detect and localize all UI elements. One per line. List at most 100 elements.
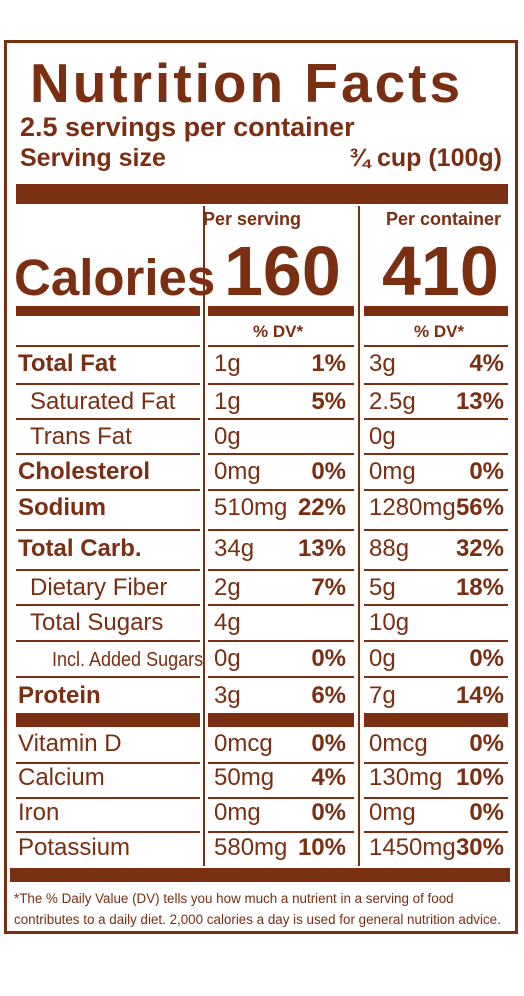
column-divider-right bbox=[358, 206, 360, 866]
row-divider bbox=[16, 604, 200, 606]
nutrient-name: Dietary Fiber bbox=[30, 574, 168, 601]
dv-header-serving: % DV* bbox=[253, 322, 304, 341]
serving-amount: 510mg bbox=[214, 494, 288, 521]
container-amount: 2.5g bbox=[369, 388, 416, 415]
serving-amount: 0mg bbox=[214, 799, 261, 826]
row-divider bbox=[16, 762, 200, 764]
row-divider bbox=[208, 797, 354, 799]
calories-divider-serving bbox=[208, 306, 354, 316]
container-amount: 3g bbox=[369, 350, 396, 377]
row-divider bbox=[208, 383, 354, 385]
row-divider bbox=[364, 418, 508, 420]
serving-amount: 0g bbox=[214, 645, 241, 672]
serving-amount: 0mcg bbox=[214, 730, 273, 757]
container-amount: 0mg bbox=[369, 458, 416, 485]
calories-divider-label bbox=[16, 306, 200, 316]
row-divider bbox=[16, 529, 200, 531]
serving-dv: 1% bbox=[311, 350, 346, 377]
calories-divider-container bbox=[364, 306, 508, 316]
nutrient-name: Sodium bbox=[18, 494, 106, 521]
serving-amount: 1g bbox=[214, 388, 241, 415]
container-amount: 0g bbox=[369, 423, 396, 450]
serving-amount: 3g bbox=[214, 682, 241, 709]
row-divider bbox=[208, 489, 354, 491]
row-divider bbox=[208, 529, 354, 531]
serving-amount: 4g bbox=[214, 609, 241, 636]
row-divider bbox=[16, 489, 200, 491]
row-divider bbox=[364, 489, 508, 491]
row-divider bbox=[364, 345, 508, 347]
serving-size-label: Serving size bbox=[20, 144, 166, 172]
container-dv: 0% bbox=[469, 730, 504, 757]
row-divider bbox=[16, 640, 200, 642]
row-divider bbox=[364, 383, 508, 385]
row-divider bbox=[364, 453, 508, 455]
row-divider bbox=[208, 418, 354, 420]
row-divider bbox=[16, 831, 200, 833]
serving-dv: 10% bbox=[297, 834, 346, 861]
row-divider bbox=[364, 797, 508, 799]
row-divider bbox=[208, 345, 354, 347]
serving-dv: 0% bbox=[311, 799, 346, 826]
nutrient-name: Cholesterol bbox=[18, 458, 151, 485]
row-divider bbox=[364, 569, 508, 571]
column-divider-left bbox=[203, 206, 205, 866]
servings-per-container: 2.5 servings per container bbox=[20, 112, 355, 142]
calories-label: Calories bbox=[14, 249, 216, 306]
row-divider bbox=[208, 640, 354, 642]
container-dv: 32% bbox=[455, 535, 504, 562]
serving-dv: 4% bbox=[311, 764, 346, 791]
row-divider bbox=[16, 383, 200, 385]
serving-amount: 1g bbox=[214, 350, 241, 377]
thick-divider-bottom bbox=[10, 868, 510, 882]
nutrient-name: Iron bbox=[18, 799, 60, 826]
row-divider bbox=[208, 453, 354, 455]
calories-per-container: 410 bbox=[382, 232, 499, 310]
vitamin-divider-container bbox=[364, 713, 508, 727]
nutrient-name: Total Sugars bbox=[30, 609, 164, 636]
row-divider bbox=[208, 569, 354, 571]
container-dv: 0% bbox=[469, 458, 504, 485]
serving-size-value: ¾ cup (100g) bbox=[349, 144, 502, 172]
serving-amount: 580mg bbox=[214, 834, 288, 861]
dv-header-container: % DV* bbox=[414, 322, 465, 341]
container-dv: 13% bbox=[455, 388, 504, 415]
nutrient-name: Vitamin D bbox=[18, 730, 122, 757]
serving-amount: 0mg bbox=[214, 458, 261, 485]
row-divider bbox=[364, 676, 508, 678]
container-dv: 0% bbox=[469, 645, 504, 672]
serving-dv: 6% bbox=[311, 682, 346, 709]
serving-amount: 2g bbox=[214, 574, 241, 601]
row-divider bbox=[16, 453, 200, 455]
container-amount: 0mg bbox=[369, 799, 416, 826]
row-divider bbox=[16, 418, 200, 420]
nutrient-name: Calcium bbox=[18, 764, 105, 791]
label-title: Nutrition Facts bbox=[30, 52, 464, 114]
nutrient-name: Trans Fat bbox=[30, 423, 132, 450]
container-amount: 1280mg bbox=[369, 494, 456, 521]
serving-amount: 0g bbox=[214, 423, 241, 450]
nutrient-name: Potassium bbox=[18, 834, 131, 861]
container-amount: 0g bbox=[369, 645, 396, 672]
container-dv: 4% bbox=[469, 350, 504, 377]
serving-dv: 13% bbox=[297, 535, 346, 562]
container-amount: 0mcg bbox=[369, 730, 428, 757]
container-amount: 88g bbox=[369, 535, 410, 562]
serving-dv: 0% bbox=[311, 458, 346, 485]
nutrient-name: Protein bbox=[18, 682, 101, 709]
serving-amount: 50mg bbox=[214, 764, 275, 791]
container-amount: 130mg bbox=[369, 764, 443, 791]
serving-dv: 22% bbox=[297, 494, 346, 521]
per-serving-header: Per serving bbox=[203, 209, 302, 229]
row-divider bbox=[208, 762, 354, 764]
container-dv: 56% bbox=[455, 494, 504, 521]
serving-dv: 7% bbox=[311, 574, 346, 601]
container-amount: 10g bbox=[369, 609, 410, 636]
container-dv: 30% bbox=[455, 834, 504, 861]
vitamin-divider-serving bbox=[208, 713, 354, 727]
nutrient-name: Total Carb. bbox=[18, 535, 142, 562]
footnote: *The % Daily Value (DV) tells you how mu… bbox=[14, 891, 501, 927]
nutrition-facts-panel bbox=[4, 40, 518, 934]
nutrient-name: Incl. Added Sugars bbox=[52, 649, 204, 671]
row-divider bbox=[364, 604, 508, 606]
